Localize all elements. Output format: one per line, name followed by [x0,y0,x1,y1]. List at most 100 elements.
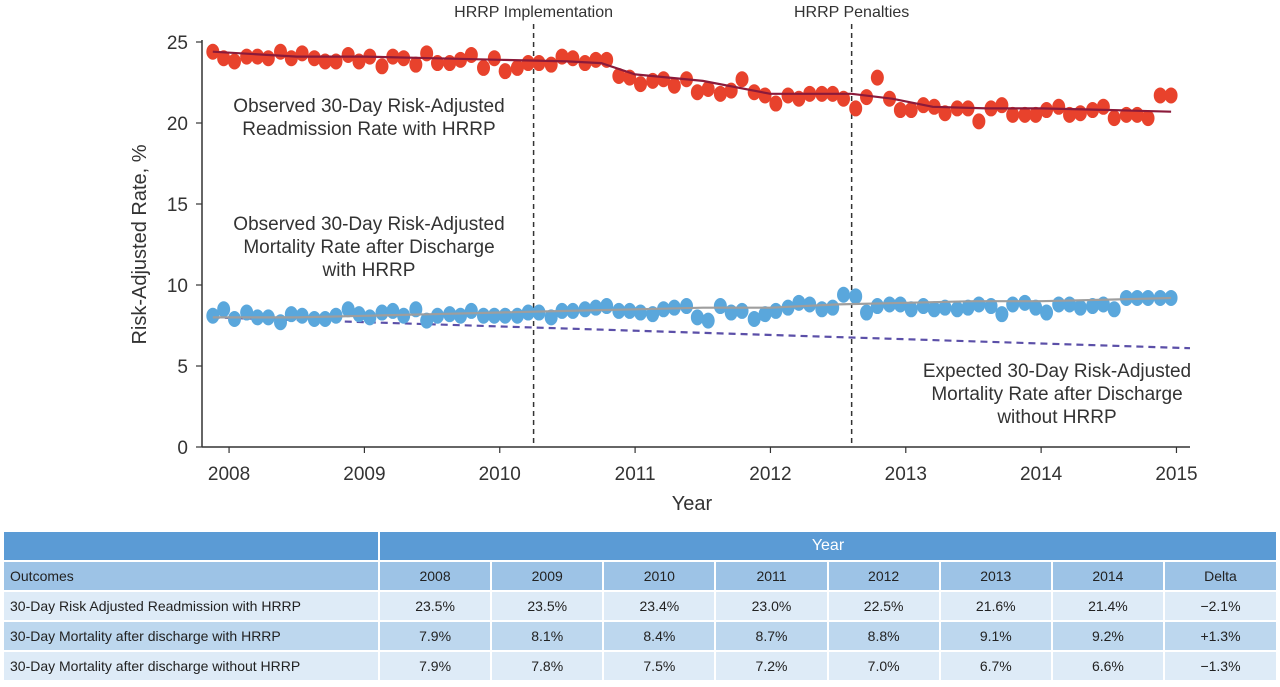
row-label: 30-Day Risk Adjusted Readmission with HR… [4,592,378,620]
mortality-point [690,309,704,326]
table-cell: 23.4% [604,592,715,620]
table-cell: 8.1% [492,622,603,650]
readmission-point [487,50,501,67]
readmission-point [1018,106,1032,123]
readmission-point [1052,98,1066,115]
readmission-annotation-line: Observed 30-Day Risk-Adjusted [233,96,504,117]
table-cell: 8.4% [604,622,715,650]
mortality-point [1119,289,1133,306]
readmission-point [860,89,874,106]
mortality-point [634,304,648,321]
table-cell: 23.5% [492,592,603,620]
readmission-point [1107,110,1121,127]
readmission-trend-line [212,50,1172,113]
x-tick-label: 2013 [885,464,927,485]
mortality-point [1063,296,1077,313]
mortality-point [612,302,626,319]
mortality-point [1107,301,1121,318]
mortality-annotation-line: Mortality Rate after Discharge [243,237,494,258]
mortality-point [464,302,478,319]
row-label: 30-Day Mortality after discharge with HR… [4,622,378,650]
readmission-point [612,68,626,85]
y-tick-label: 5 [177,357,188,378]
readmission-point [375,58,389,75]
mortality-point [701,312,715,329]
expected-mortality-line [212,316,1191,350]
column-header-2011: 2011 [716,562,827,590]
mortality-point [217,301,231,318]
x-tick-label: 2009 [343,464,385,485]
column-header-2010: 2010 [604,562,715,590]
event-label: HRRP Penalties [794,4,909,21]
column-header-2009: 2009 [492,562,603,590]
expected-mortality-annotation-line: without HRRP [996,407,1116,428]
readmission-point [1063,106,1077,123]
table-cell: 6.6% [1052,652,1163,680]
row-label: 30-Day Mortality after discharge without… [4,652,378,680]
mortality-point [420,312,434,329]
mortality-point [713,298,727,315]
table-cell: 7.9% [380,622,491,650]
mortality-point [363,309,377,326]
table-cell: 21.4% [1052,592,1163,620]
readmission-point [409,56,423,73]
table-cell: 8.8% [828,622,939,650]
mortality-point [318,311,332,328]
x-tick-label: 2014 [1020,464,1063,485]
readmission-point [1164,87,1178,104]
readmission-point [1006,106,1020,123]
mortality-point [927,301,941,318]
mortality-point [735,302,749,319]
readmission-point [995,97,1009,114]
mortality-point [578,301,592,318]
mortality-point [916,298,930,315]
readmission-point [341,46,355,63]
x-tick-label: 2011 [615,464,656,485]
mortality-point [341,301,355,318]
readmission-point [498,63,512,80]
readmission-point [1130,106,1144,123]
mortality-point [307,311,321,328]
readmission-point [1040,102,1054,119]
mortality-point [544,309,558,326]
table-cell: 23.5% [380,592,491,620]
mortality-point [680,298,694,315]
delta-cell: −2.1% [1164,592,1276,620]
readmission-point [307,50,321,67]
mortality-point [206,307,220,324]
mortality-trend-line [212,296,1172,319]
readmission-point [634,76,648,93]
readmission-point [217,50,231,67]
mortality-point [860,304,874,321]
mortality-point [295,307,309,324]
x-tick-label: 2010 [479,464,521,485]
table-column-header-row: Outcomes 2008 2009 2010 2011 2012 2013 2… [4,562,1276,590]
table-cell: 6.7% [940,652,1051,680]
readmission-point [690,84,704,101]
readmission-point [904,102,918,119]
mortality-point [1073,299,1087,316]
rate-chart: 0 5 10 15 20 25 2008 2009 2010 2011 2012 2013 2014 20… [129,4,1198,515]
readmission-point [464,46,478,63]
column-header-2013: 2013 [940,562,1051,590]
mortality-point [837,286,851,303]
x-tick-label: 2012 [749,464,791,485]
mortality-annotation-line: with HRRP [322,260,416,281]
x-tick-label: 2008 [208,464,250,485]
mortality-point [1018,294,1032,311]
mortality-point [769,302,783,319]
column-header-2014: 2014 [1052,562,1163,590]
mortality-point [995,306,1009,323]
table-cell: 23.0% [716,592,827,620]
mortality-point [589,299,603,316]
table-year-header-row: Year [4,532,1276,560]
mortality-point [646,306,660,323]
readmission-point [1029,106,1043,123]
table-cell: 7.5% [604,652,715,680]
y-tick-label: 20 [167,114,188,135]
mortality-point [803,296,817,313]
readmission-point [1073,105,1087,122]
mortality-point [893,296,907,313]
delta-cell: +1.3% [1164,622,1276,650]
mortality-point [904,301,918,318]
